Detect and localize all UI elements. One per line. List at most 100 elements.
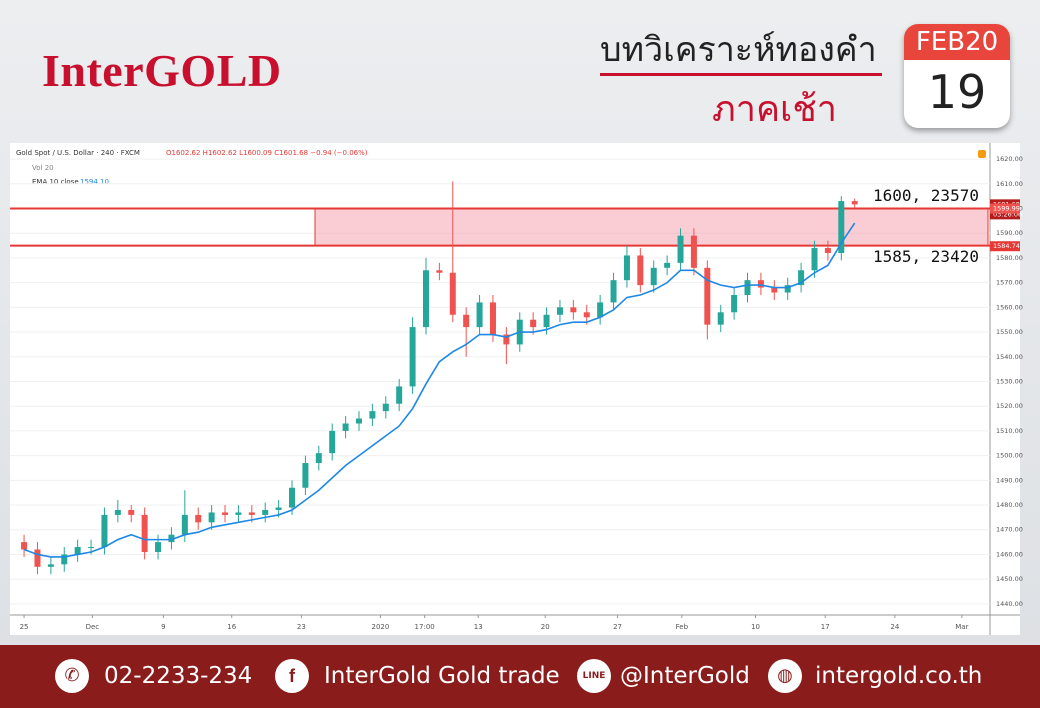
candle-body (101, 514, 108, 548)
y-tick-label: 1440.00 (996, 600, 1023, 608)
candle-body (34, 549, 41, 567)
phone-icon: ✆ (55, 659, 89, 693)
calendar: FEB20 19 (904, 24, 1010, 128)
candle-body (74, 547, 81, 555)
y-tick-label: 1530.00 (996, 377, 1023, 385)
candle-body (690, 235, 697, 268)
title-underline (600, 73, 882, 76)
y-tick-label: 1460.00 (996, 550, 1023, 558)
web-icon: ◍ (768, 659, 802, 693)
candle-body (463, 314, 470, 328)
facebook[interactable]: InterGold Gold trade (324, 663, 560, 689)
facebook-icon: f (275, 659, 309, 693)
candle-body (717, 312, 724, 325)
candle-body (369, 411, 376, 419)
candle-body (181, 514, 188, 535)
candle-body (21, 542, 28, 550)
candle-body (61, 554, 68, 565)
x-tick-label: 17:00 (415, 623, 435, 631)
website[interactable]: intergold.co.th (815, 663, 983, 689)
candle-body (543, 314, 550, 328)
candle-body (597, 302, 604, 318)
candle-body (476, 302, 483, 328)
candle-body (141, 514, 148, 552)
candle-body (396, 386, 403, 404)
resistance-zone (314, 208, 989, 247)
ohlc-text: O1602.62 H1602.62 L1600.09 C1601.68 −0.9… (166, 149, 368, 157)
candle-body (47, 564, 54, 567)
countdown: 03:26:06 (993, 210, 1022, 218)
candle-body (530, 319, 537, 328)
price-tag-label: 1599.99 (993, 205, 1020, 213)
candle-body (128, 509, 135, 515)
candle-body (771, 287, 778, 293)
candle-body (489, 302, 496, 335)
candle-body (798, 270, 805, 286)
x-tick-label: 24 (890, 623, 899, 631)
countdown-tag (990, 209, 1020, 220)
subtitle: ภาคเช้า (712, 89, 837, 130)
candle-body (449, 272, 456, 315)
y-tick-label: 1480.00 (996, 501, 1023, 509)
phone: 02-2233-234 (104, 663, 253, 689)
x-tick-label: 20 (541, 623, 550, 631)
line-id[interactable]: @InterGold (620, 663, 750, 689)
candle-body (664, 262, 671, 268)
candle-body (583, 312, 590, 318)
y-tick-label: 1560.00 (996, 303, 1023, 311)
price-tag (990, 241, 1020, 252)
price-tag-label: 1584.74 (993, 242, 1020, 250)
chart-panel (10, 143, 1020, 635)
y-tick-label: 1550.00 (996, 328, 1023, 336)
candle-body (315, 453, 322, 464)
candle-body (222, 512, 229, 515)
level-label: 1600, 23570 (873, 186, 979, 205)
candle-body (409, 327, 416, 387)
candle-body (650, 267, 657, 286)
candle-body (811, 248, 818, 271)
candle-body (610, 280, 617, 303)
line-icon: LINE (577, 659, 611, 693)
ema-legend: EMA 10 close (32, 178, 79, 186)
candle-body (422, 270, 429, 328)
candle-body (623, 255, 630, 281)
candle-body (168, 534, 175, 543)
candle-body (731, 294, 738, 313)
x-tick-label: Feb (676, 623, 689, 631)
price-tag (990, 203, 1020, 214)
candle-body (329, 430, 336, 454)
alert-icon[interactable] (978, 150, 986, 158)
calendar-day: 19 (927, 65, 987, 119)
candle-body (382, 403, 389, 412)
candle-body (677, 235, 684, 263)
y-tick-label: 1570.00 (996, 279, 1023, 287)
candle-body (88, 547, 95, 549)
y-tick-label: 1470.00 (996, 526, 1023, 534)
candle-body (851, 201, 858, 205)
level-label: 1585, 23420 (873, 247, 979, 266)
y-tick-label: 1580.00 (996, 254, 1023, 262)
x-tick-label: 10 (751, 623, 760, 631)
candle-body (302, 463, 309, 488)
candle-body (235, 512, 242, 515)
x-tick-label: Dec (86, 623, 100, 631)
y-tick-label: 1610.00 (996, 180, 1023, 188)
candle-body (503, 334, 510, 345)
ema-line (23, 222, 856, 558)
ema-legend-value: 1594.10 (80, 178, 109, 186)
candle-body (355, 418, 362, 424)
y-tick-label: 1620.00 (996, 155, 1023, 163)
footer: ✆ 02-2233-234 f InterGold Gold trade LIN… (0, 645, 1040, 708)
candle-body (784, 285, 791, 293)
x-tick-label: Mar (955, 623, 968, 631)
candle-body (757, 280, 764, 288)
calendar-month: FEB20 (904, 24, 1010, 60)
volume-label: Vol 20 (32, 164, 54, 172)
logo: InterGOLD (42, 45, 282, 96)
candle-body (637, 255, 644, 286)
y-tick-label: 1490.00 (996, 476, 1023, 484)
y-tick-label: 1510.00 (996, 427, 1023, 435)
x-tick-label: 27 (613, 623, 622, 631)
